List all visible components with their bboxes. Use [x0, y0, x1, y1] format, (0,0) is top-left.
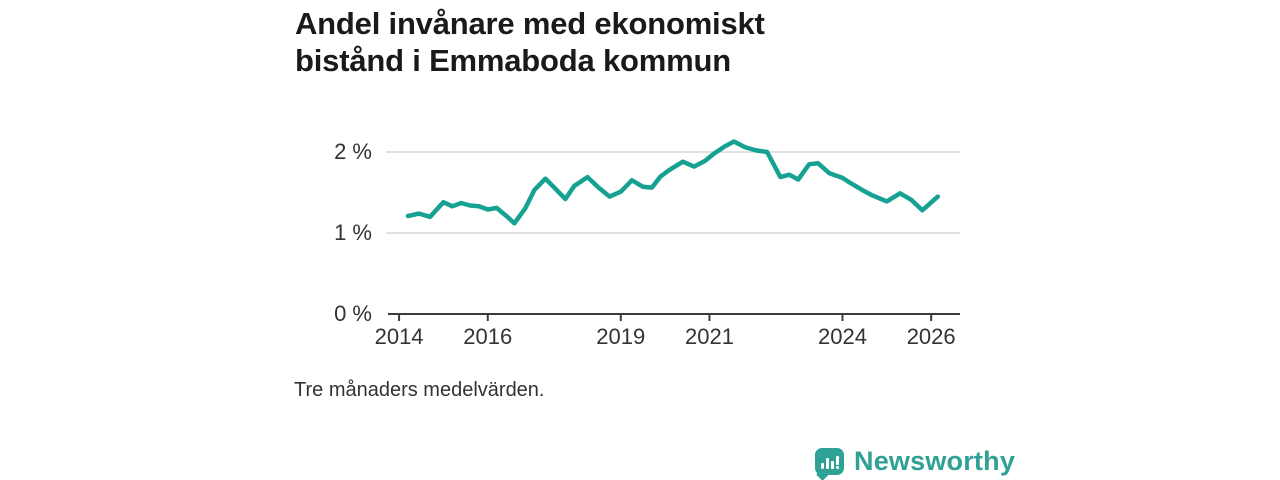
chart-title: Andel invånare med ekonomiskt bistånd i …: [295, 5, 995, 79]
chart-title-line2: bistånd i Emmaboda kommun: [295, 43, 731, 78]
logo-bar-1: [820, 462, 824, 469]
logo-bar-2: [825, 457, 829, 469]
x-tick-label: 2024: [818, 324, 867, 349]
logo-exclamation-stem: [835, 455, 839, 465]
y-tick-label: 2 %: [334, 139, 372, 164]
y-tick-label: 0 %: [334, 301, 372, 326]
y-tick-label: 1 %: [334, 220, 372, 245]
chart-footnote: Tre månaders medelvärden.: [294, 379, 545, 401]
x-tick-label: 2021: [684, 324, 734, 349]
chart-title-line1: Andel invånare med ekonomiskt: [295, 6, 765, 41]
newsworthy-wordmark: Newsworthy: [854, 445, 1016, 476]
logo-bar-3: [830, 460, 834, 469]
newsworthy-logo: Newsworthy: [815, 443, 1015, 479]
x-tick-label: 2014: [374, 324, 424, 349]
data-line-series: [405, 139, 941, 226]
x-tick-label: 2019: [596, 324, 646, 349]
logo-exclamation-dot: [835, 465, 839, 469]
logo-exclamation: [835, 455, 839, 469]
bar-chart-speech-bubble-icon: [815, 447, 844, 475]
x-tick-label: 2016: [463, 324, 513, 349]
x-tick-label: 2026: [906, 324, 956, 349]
